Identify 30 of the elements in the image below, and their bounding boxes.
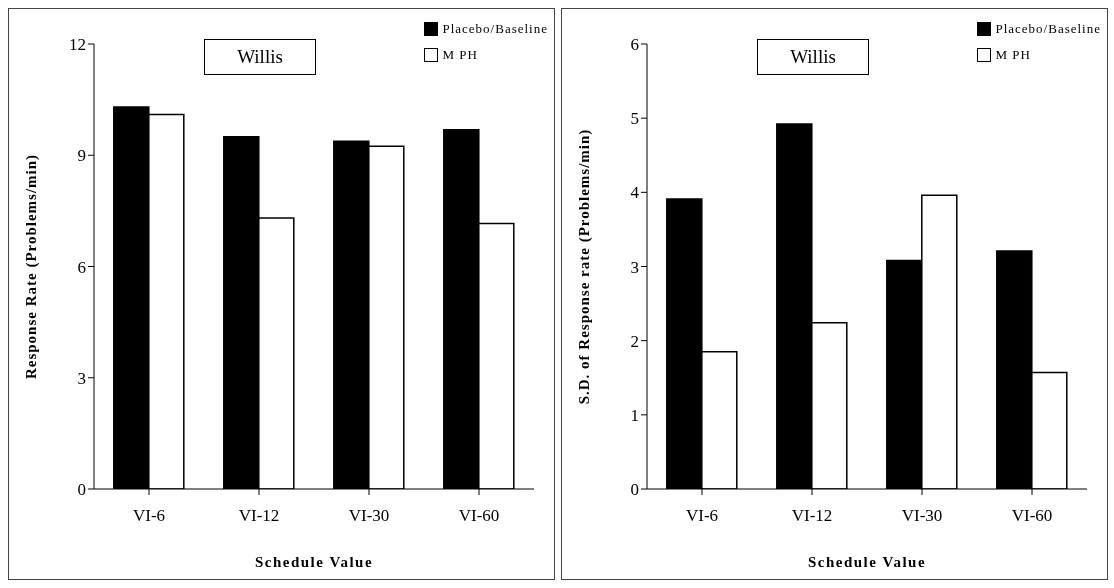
x-tick-label: VI-6 [132,506,166,526]
y-tick-label: 0 [630,480,639,500]
x-axis-title: Schedule Value [254,554,374,570]
y-tick-label: 2 [630,331,639,351]
x-tick-label: VI-12 [791,506,833,526]
y-axis-title: S.D. of Response rate (Problems/min) [576,128,594,405]
legend-label: M PH [442,47,478,63]
annotation: Willis [790,46,836,68]
y-tick-label: 3 [630,257,639,277]
legend-label: M PH [995,47,1031,63]
y-tick-label: 6 [630,35,639,55]
x-tick-label: VI-30 [348,506,390,526]
y-tick-label: 6 [77,257,86,277]
legend-label: Placebo/Baseline [442,21,548,37]
legend-label: Placebo/Baseline [995,21,1101,37]
y-tick-label: 3 [77,368,86,388]
y-tick-label: 5 [630,109,639,129]
y-tick-label: 12 [69,35,86,55]
y-tick-label: 0 [77,480,86,500]
x-axis-title: Schedule Value [807,554,927,570]
x-tick-label: VI-6 [685,506,719,526]
y-tick-label: 1 [630,405,639,425]
y-axis-title: Response Rate (Problems/min) [23,153,41,380]
y-tick-label: 4 [630,183,640,203]
y-tick-label: 9 [77,146,86,166]
x-tick-label: VI-60 [458,506,500,526]
x-tick-label: VI-60 [1011,506,1053,526]
x-tick-label: VI-12 [238,506,280,526]
x-tick-label: VI-30 [901,506,943,526]
annotation: Willis [237,46,283,68]
